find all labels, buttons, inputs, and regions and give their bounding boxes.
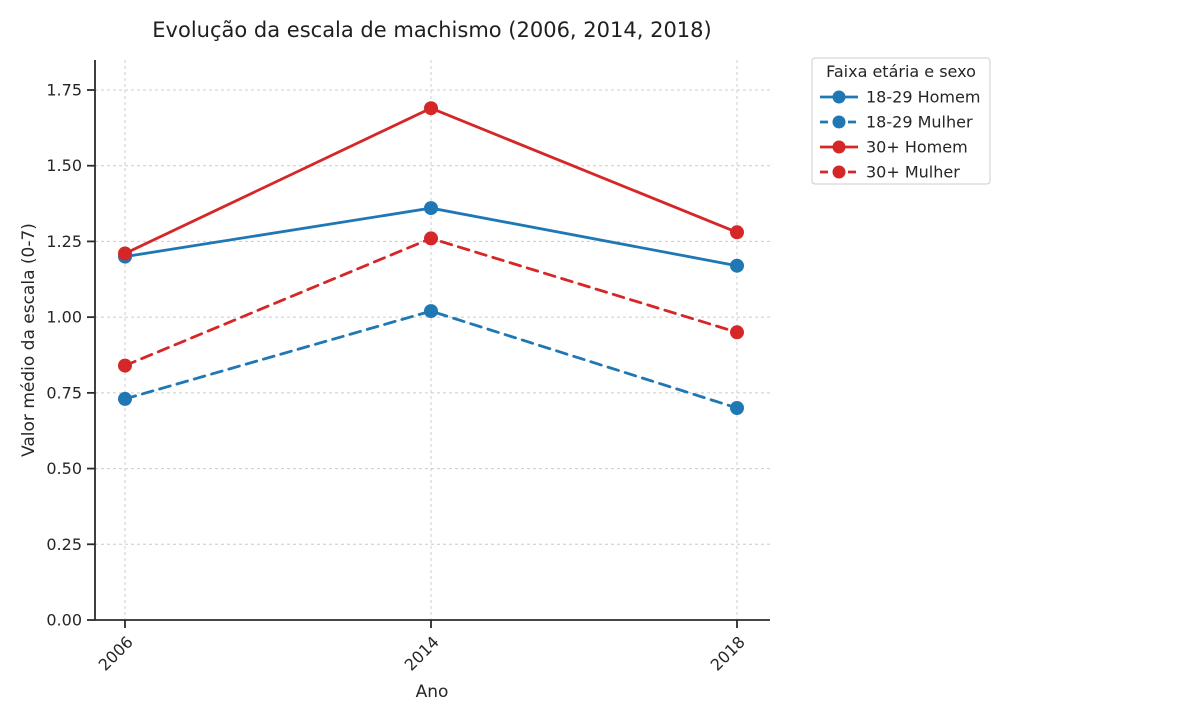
legend-swatch-marker (832, 90, 846, 104)
series-layer (118, 101, 744, 415)
data-point-marker-18-29-mulher-2014 (424, 304, 438, 319)
legend-item-18-29-homem: 18-29 Homem (820, 88, 980, 107)
y-tick-label: 1.25 (46, 232, 82, 251)
legend-swatch-marker (832, 140, 846, 154)
y-axis-label: Valor médio da escala (0-7) (19, 223, 39, 457)
legend-box (811, 57, 991, 185)
data-point-marker-30-mulher-2014 (424, 231, 438, 246)
legend-items: 18-29 Homem 18-29 Mulher 30+ Homem 30+ Mulh… (820, 88, 980, 182)
y-tick-label: 1.00 (46, 308, 82, 327)
series-18-29-mulher (118, 304, 744, 415)
y-tick-label: 1.75 (46, 81, 82, 100)
data-point-marker-30-homem-2014 (424, 101, 438, 116)
data-point-marker-18-29-homem-2014 (424, 201, 438, 216)
data-point-marker-18-29-mulher-2018 (730, 401, 744, 415)
chart-title: Evolução da escala de machismo (2006, 20… (152, 18, 711, 42)
series-30-mulher (118, 231, 744, 373)
x-axis-label: Ano (416, 682, 449, 702)
legend: Faixa etária e sexo 18-29 Homem 18-29 Mul… (811, 57, 991, 185)
y-tick-label: 0.75 (46, 383, 82, 402)
data-point-marker-18-29-homem-2018 (730, 258, 744, 273)
data-point-marker-30-homem-2006 (118, 246, 132, 261)
legend-item-30-mulher: 30+ Mulher (820, 163, 960, 182)
x-tick-label: 2014 (401, 632, 443, 674)
legend-swatch-marker (832, 165, 846, 179)
y-tick-label: 0.25 (46, 535, 82, 554)
legend-item-30-homem: 30+ Homem (820, 138, 968, 157)
y-tick-label: 1.50 (46, 156, 82, 175)
legend-item-label: 30+ Homem (866, 138, 968, 157)
data-point-marker-30-mulher-2018 (730, 325, 744, 340)
series-30-homem (118, 101, 744, 261)
axes-spines (94, 60, 770, 621)
y-tick-label: 0.50 (46, 459, 82, 478)
legend-item-label: 30+ Mulher (866, 163, 960, 182)
data-point-marker-30-mulher-2006 (118, 358, 132, 373)
legend-title: Faixa etária e sexo (826, 62, 976, 81)
legend-item-label: 18-29 Mulher (866, 113, 973, 132)
grid (95, 60, 770, 620)
legend-swatch-marker (832, 115, 846, 129)
x-tick-label: 2018 (707, 632, 749, 674)
y-tick-label: 0.00 (46, 611, 82, 630)
legend-item-18-29-mulher: 18-29 Mulher (820, 113, 973, 132)
x-tick-label: 2006 (95, 632, 137, 674)
data-point-marker-18-29-mulher-2006 (118, 391, 132, 406)
legend-item-label: 18-29 Homem (866, 88, 980, 107)
data-point-marker-30-homem-2018 (730, 225, 744, 240)
